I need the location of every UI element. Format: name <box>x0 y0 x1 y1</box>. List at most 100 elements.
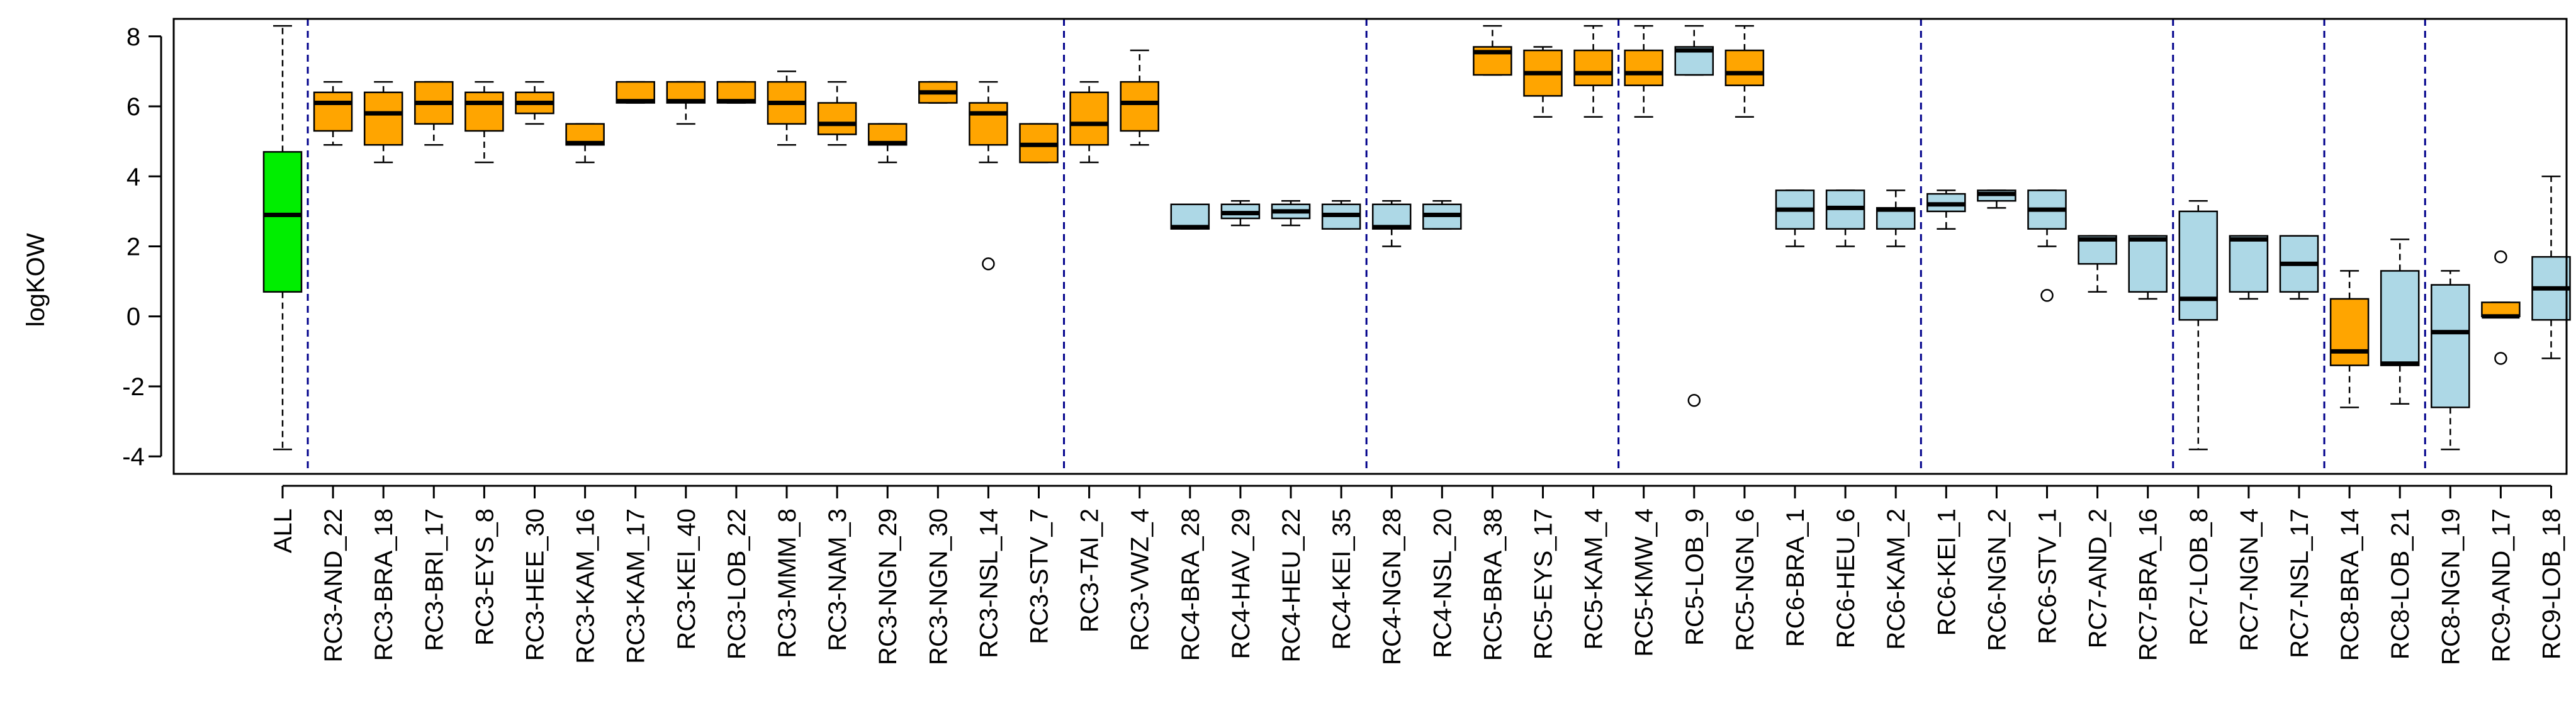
x-tick-label: RC6-BRA_1 <box>1782 508 1809 647</box>
x-tick-label: RC4-NSL_20 <box>1429 508 1456 658</box>
x-tick-label: RC7-LOB_8 <box>2185 508 2213 646</box>
x-tick-label: RC3-BRI_17 <box>420 508 448 651</box>
box-rect <box>2329 298 2370 366</box>
y-tick-label: 6 <box>127 93 140 121</box>
box-RC4-BRA_28 <box>1170 203 1210 230</box>
x-tick-label: RC3-HEE_30 <box>522 508 549 661</box>
x-tick-label: RC5-LOB_9 <box>1681 508 1709 646</box>
x-tick-label: RC7-BRA_16 <box>2135 508 2163 661</box>
box-RC6-KAM_2 <box>1876 189 1916 247</box>
x-tick-label: RC8-NGN_19 <box>2437 508 2465 665</box>
x-tick-label: RC3-KEI_40 <box>673 508 700 650</box>
box-RC8-BRA_14 <box>2329 270 2370 408</box>
box-RC4-KEI_35 <box>1321 199 1361 230</box>
box-rect <box>464 91 504 132</box>
box-RC3-VWZ_4 <box>1120 49 1159 146</box>
box-RC6-STV_1 <box>2027 189 2067 302</box>
box-RC7-AND_2 <box>2078 235 2117 293</box>
box-RC3-NGN_30 <box>918 81 958 104</box>
box-RC4-HEU_22 <box>1271 199 1311 227</box>
x-tick-label: RC7-NSL_17 <box>2286 508 2314 658</box>
x-tick-label: RC3-AND_22 <box>320 508 347 663</box>
box-rect <box>1573 49 1613 86</box>
box-rect <box>313 91 353 132</box>
x-tick-label: RC8-BRA_14 <box>2336 508 2364 661</box>
box-RC3-EYS_8 <box>464 81 504 164</box>
box-rect <box>2431 284 2470 408</box>
box-ALL <box>262 25 303 451</box>
x-tick-label: RC3-KAM_17 <box>622 508 650 664</box>
box-RC3-NAM_3 <box>817 81 857 146</box>
box-RC7-LOB_8 <box>2178 199 2219 451</box>
box-RC3-NSL_14 <box>969 81 1008 271</box>
box-rect <box>2128 235 2168 293</box>
box-RC3-KAM_17 <box>616 81 655 104</box>
x-tick-label: RC3-STV_7 <box>1026 508 1054 644</box>
outlier-point-1 <box>2494 250 2507 264</box>
box-RC3-LOB_22 <box>716 81 756 104</box>
box-RC3-NGN_29 <box>867 123 908 164</box>
box-RC5-BRA_38 <box>1473 25 1512 76</box>
box-RC7-NSL_17 <box>2279 235 2319 300</box>
box-rect <box>1371 203 1412 230</box>
y-tick-label: 0 <box>127 303 140 331</box>
box-RC7-NGN_4 <box>2229 235 2269 300</box>
x-tick-label: RC3-BRA_18 <box>370 508 398 661</box>
x-tick-label: RC3-NSL_14 <box>975 508 1003 658</box>
box-RC5-KMW_4 <box>1624 25 1663 118</box>
x-tick-label: RC8-LOB_21 <box>2387 508 2414 660</box>
box-rect <box>2229 235 2269 293</box>
x-tick-label: RC6-STV_1 <box>2034 508 2062 644</box>
boxes <box>262 25 2571 451</box>
box-rect <box>363 91 403 146</box>
x-tick-label: RC3-NAM_3 <box>824 508 852 651</box>
box-RC3-BRA_18 <box>363 81 403 164</box>
box-RC3-TAI_2 <box>1069 81 1109 164</box>
box-RC6-KEI_1 <box>1926 189 1966 230</box>
plot-frame <box>172 18 2568 475</box>
x-tick-label: RC5-BRA_38 <box>1479 508 1507 661</box>
box-RC3-KAM_16 <box>565 123 605 164</box>
x-tick-label: RC6-NGN_2 <box>1983 508 2011 651</box>
x-tick-label: RC5-EYS_17 <box>1530 508 1558 660</box>
y-tick-label: 8 <box>127 23 140 51</box>
box-RC5-NGN_6 <box>1724 25 1765 118</box>
x-tick-label: RC5-KMW_4 <box>1631 508 1658 657</box>
x-tick-label: RC3-KAM_16 <box>572 508 600 664</box>
outlier-point-1 <box>982 257 995 271</box>
box-RC4-HAV_29 <box>1220 199 1261 227</box>
x-tick-label: RC7-AND_2 <box>2084 508 2112 648</box>
x-tick-label: RC5-NGN_6 <box>1731 508 1759 651</box>
x-tick-label: RC4-NGN_28 <box>1378 508 1406 665</box>
box-rect <box>2380 270 2420 366</box>
x-tick-label: RC4-HAV_29 <box>1227 508 1255 659</box>
x-tick-label: RC6-HEU_6 <box>1832 508 1860 648</box>
x-tick-label: RC3-TAI_2 <box>1076 508 1104 632</box>
x-tick-label: RC4-KEI_35 <box>1328 508 1356 650</box>
box-RC9-AND_17 <box>2481 250 2521 365</box>
box-RC3-AND_22 <box>313 81 353 146</box>
box-RC6-NGN_2 <box>1977 189 2016 209</box>
box-rect <box>1624 49 1663 86</box>
box-RC7-BRA_16 <box>2128 235 2168 300</box>
x-tick-label: RC3-MMM_8 <box>773 508 801 658</box>
box-rect <box>1724 49 1765 86</box>
x-tick-label: RC9-AND_17 <box>2487 508 2515 663</box>
box-rect <box>1120 81 1159 132</box>
box-RC6-BRA_1 <box>1775 189 1815 247</box>
box-rect <box>2178 210 2219 321</box>
box-rect <box>262 151 303 293</box>
y-tick-label: 4 <box>127 163 140 191</box>
x-tick-label: RC4-BRA_28 <box>1177 508 1205 661</box>
outlier-point-1 <box>2040 289 2054 302</box>
x-axis: ALL RC3-AND_22 RC3-BRA_18 RC3-BRI_17 RC3-EYS… <box>269 485 2566 665</box>
box-RC3-STV_7 <box>1019 123 1059 164</box>
y-axis-title: logKOW <box>22 233 50 327</box>
x-tick-label: RC3-NGN_30 <box>925 508 952 665</box>
group-separators <box>307 19 2426 474</box>
box-RC5-LOB_9 <box>1674 25 1714 407</box>
box-rect <box>817 102 857 135</box>
y-tick-label: -4 <box>122 443 145 471</box>
y-tick-label: -2 <box>122 373 145 401</box>
box-RC6-HEU_6 <box>1825 189 1865 247</box>
